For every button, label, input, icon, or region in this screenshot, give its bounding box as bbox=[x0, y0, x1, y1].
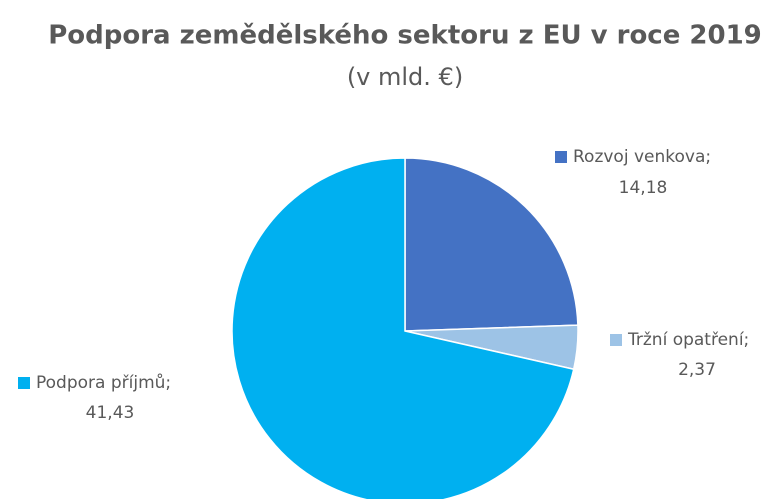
chart-subtitle: (v mld. €) bbox=[347, 63, 463, 91]
legend-swatch bbox=[555, 151, 567, 163]
data-label-name: Rozvoj venkova; bbox=[573, 147, 711, 167]
data-label-value: 2,37 bbox=[678, 360, 716, 380]
data-label-value: 14,18 bbox=[619, 178, 668, 198]
pie-slice bbox=[231, 157, 575, 499]
data-label-value: 41,43 bbox=[86, 403, 135, 423]
data-label-name: Tržní opatření; bbox=[627, 330, 749, 350]
chart-title: Podpora zemědělského sektoru z EU v roce… bbox=[48, 21, 762, 51]
legend-swatch bbox=[18, 377, 30, 389]
pie-slice bbox=[404, 157, 579, 332]
data-label-name: Podpora příjmů; bbox=[36, 373, 171, 393]
legend-swatch bbox=[610, 334, 622, 346]
